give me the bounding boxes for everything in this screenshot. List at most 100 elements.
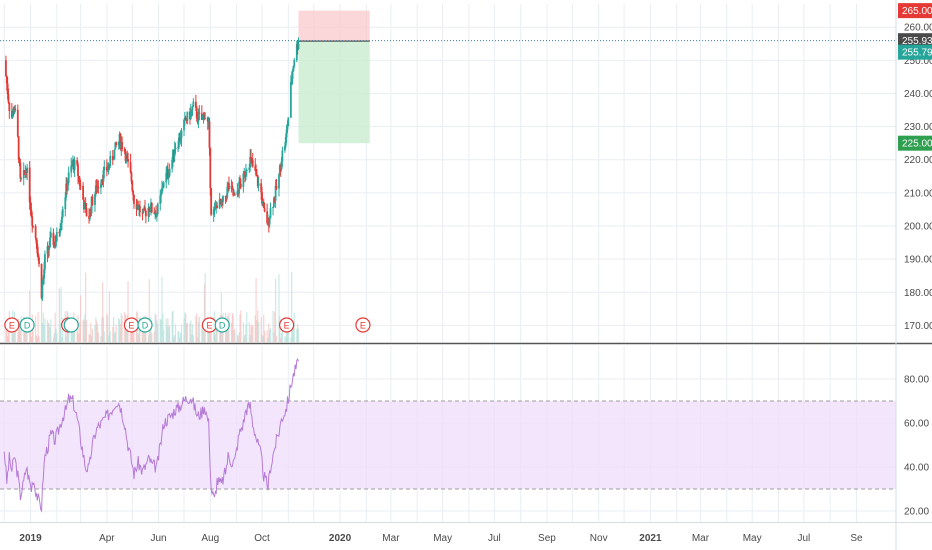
volume-bar [290,337,292,342]
volume-bar [180,324,183,342]
candle-body [177,147,179,149]
time-tick-label: Se [850,533,863,544]
candle-body [287,117,290,127]
volume-bar [115,324,117,342]
volume-bar [190,320,192,342]
volume-bar [191,334,193,342]
volume-bar [40,289,43,342]
take-profit-zone[interactable] [298,41,370,144]
volume-bar [7,335,9,342]
candle-body [35,237,38,244]
price-tick-label: 200.00 [904,222,932,233]
volume-bar [52,337,55,342]
volume-bar [284,336,286,342]
volume-bar [53,332,55,342]
volume-bar [88,333,90,342]
candle-body [113,149,116,160]
volume-bar [102,316,105,342]
volume-bar [165,318,167,342]
volume-bar [236,334,239,342]
price-tick-label: 240.00 [904,89,932,100]
earnings-marker[interactable] [279,317,295,333]
candle-body [161,188,163,194]
event-marker-label: E [9,321,15,331]
volume-bar [286,327,288,342]
candle-body [289,82,292,118]
volume-bar [297,328,300,342]
volume-bar [153,331,155,342]
time-tick-label: Jul [798,533,811,544]
candle-body [126,155,129,159]
volume-bar [89,334,91,342]
event-markers[interactable]: EDEEDEDEE [4,317,371,333]
candle-body [132,190,135,196]
volume-bar [76,331,78,342]
volume-bar [173,337,175,342]
volume-bar [234,328,236,342]
time-tick-label: 2020 [329,533,352,544]
volume-bar [85,272,87,342]
candle-body [292,66,295,72]
candle-body [13,108,16,114]
candle-body [37,253,40,258]
candle-body [251,160,254,166]
volume-bar [246,311,248,342]
volume-bar [154,313,156,342]
price-tick-label: 220.00 [904,155,932,166]
volume-bar [185,323,188,342]
volume-bar [260,317,262,342]
dividend-marker[interactable] [19,317,35,333]
volume-bar [18,318,20,342]
candle-body [142,208,145,214]
volume-bar [225,330,228,342]
candle-body [30,209,33,217]
candle-body [208,121,211,148]
candle-body [192,101,195,107]
candle-body [167,169,169,178]
candle-body [184,117,187,120]
candle-body [239,183,242,187]
volume-bar [84,314,86,342]
candle-body [48,247,51,251]
volume-bar [147,335,149,342]
rsi-panel [0,357,896,513]
position-tool[interactable] [0,10,896,144]
candle-body [119,133,122,148]
volume-bar [37,311,39,342]
candle-body [64,197,67,210]
volume-bar [268,323,270,342]
event-marker-label: E [128,321,134,331]
price-label-text: 225.00 [902,139,932,150]
earnings-marker[interactable] [63,317,79,333]
volume-bar [48,323,50,342]
volume-bar [161,276,163,342]
volume-bar [183,319,185,342]
candle-body [250,158,253,161]
stop-loss-zone[interactable] [298,10,370,42]
candle-body [40,263,43,298]
volume-bar [214,333,216,342]
volume-bar [237,336,239,342]
candle-body [213,208,216,210]
candle-body [36,243,39,254]
dividend-marker[interactable] [214,317,230,333]
earnings-marker[interactable] [4,317,20,333]
candle-body [6,83,9,95]
candle-body [59,229,62,233]
candle-body [65,183,68,198]
volume-bar [18,324,21,342]
candle-body [46,246,49,255]
candle-body [180,130,183,139]
volume-bar [30,336,32,342]
volume-bar [113,317,115,342]
candle-body [242,173,245,187]
earnings-marker[interactable] [355,317,371,333]
price-label-tag [898,3,932,19]
volume-bar [118,319,121,342]
candle-body [127,158,129,162]
candle-body [274,185,277,201]
dividend-marker[interactable] [137,317,153,333]
volume-bar [11,326,13,342]
volume-bar [168,326,170,342]
